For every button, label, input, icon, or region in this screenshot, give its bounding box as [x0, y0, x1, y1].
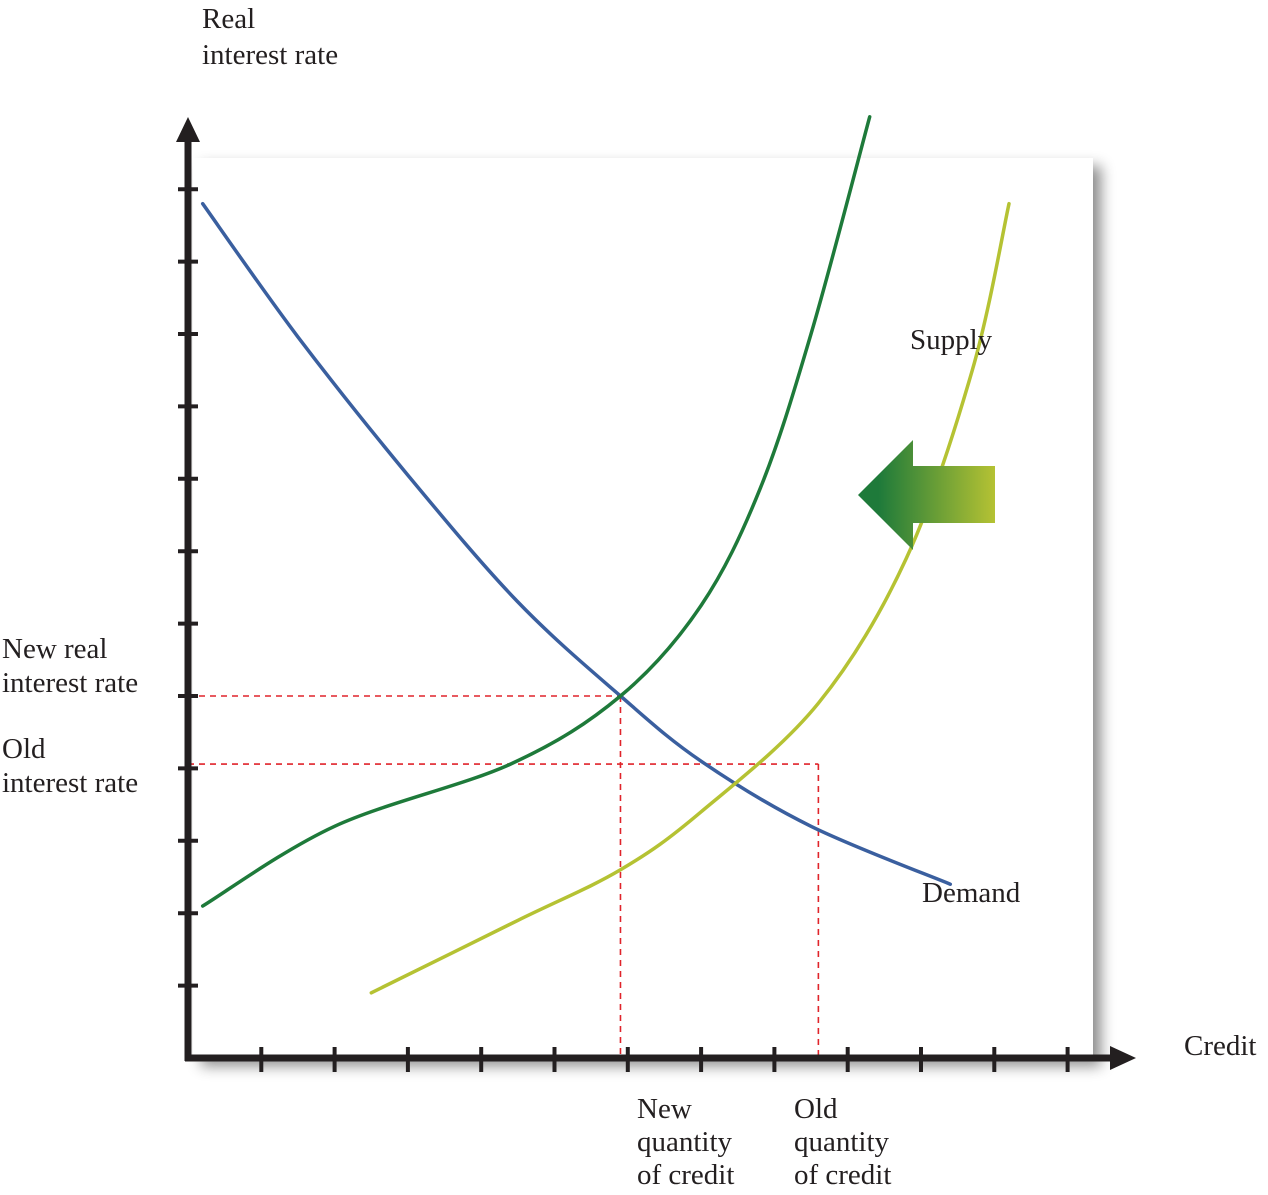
- guide-lines: [188, 695, 820, 1058]
- y-axis-arrowhead: [176, 117, 200, 142]
- demand-label: Demand: [922, 877, 1021, 909]
- new-rate-label-line-1: New real: [2, 633, 107, 665]
- old-quantity-label-line-1: Old: [794, 1093, 838, 1125]
- old-quantity-label-line-2: quantity: [794, 1126, 890, 1158]
- demand-curve: [200, 201, 953, 886]
- old-quantity-label-line-3: of credit: [794, 1159, 891, 1191]
- old-rate-label-line-1: Old: [2, 733, 46, 765]
- y-axis-title-line-2: interest rate: [202, 39, 338, 71]
- x-axis-arrowhead: [1110, 1046, 1136, 1070]
- axes: [176, 117, 1136, 1070]
- new-supply-curve: [200, 115, 872, 908]
- old-supply-curve: [369, 201, 1011, 995]
- old-rate-label-line-2: interest rate: [2, 767, 138, 799]
- new-quantity-label-line-2: quantity: [637, 1126, 733, 1158]
- plot-panel: [193, 158, 1093, 1058]
- new-rate-label-line-2: interest rate: [2, 667, 138, 699]
- curves: [200, 115, 1011, 995]
- x-axis-title: Credit: [1184, 1030, 1257, 1062]
- supply-label: Supply: [910, 324, 993, 356]
- ticks: [178, 187, 1070, 1072]
- new-quantity-label-line-3: of credit: [637, 1159, 734, 1191]
- new-quantity-label-line-1: New: [637, 1093, 692, 1125]
- y-axis-title-line-1: Real: [202, 3, 255, 35]
- shift-left-arrow: [858, 440, 995, 550]
